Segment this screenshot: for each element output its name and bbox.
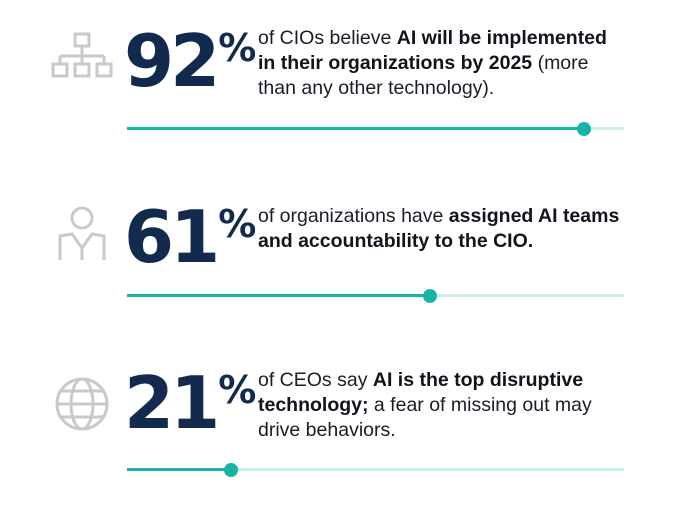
progress-fill bbox=[127, 294, 430, 297]
stat-number: 21% bbox=[124, 361, 257, 445]
stat-number: 92% bbox=[124, 19, 257, 103]
progress-bar bbox=[127, 289, 624, 303]
progress-marker bbox=[224, 463, 238, 477]
globe-icon bbox=[55, 377, 109, 431]
stat-description: of CIOs believe AI will be implemented i… bbox=[258, 27, 607, 99]
stat-number: 61% bbox=[124, 195, 257, 279]
progress-fill bbox=[127, 127, 584, 130]
progress-track bbox=[127, 468, 624, 471]
stat-description: of organizations have assigned AI teams … bbox=[258, 205, 620, 252]
person-icon bbox=[58, 206, 106, 260]
progress-bar bbox=[127, 122, 624, 136]
progress-fill bbox=[127, 468, 231, 471]
org-chart-icon bbox=[51, 32, 113, 78]
progress-marker bbox=[423, 289, 437, 303]
stat-description: of CEOs say AI is the top disruptive tec… bbox=[258, 369, 592, 441]
progress-marker bbox=[577, 122, 591, 136]
progress-bar bbox=[127, 463, 624, 477]
